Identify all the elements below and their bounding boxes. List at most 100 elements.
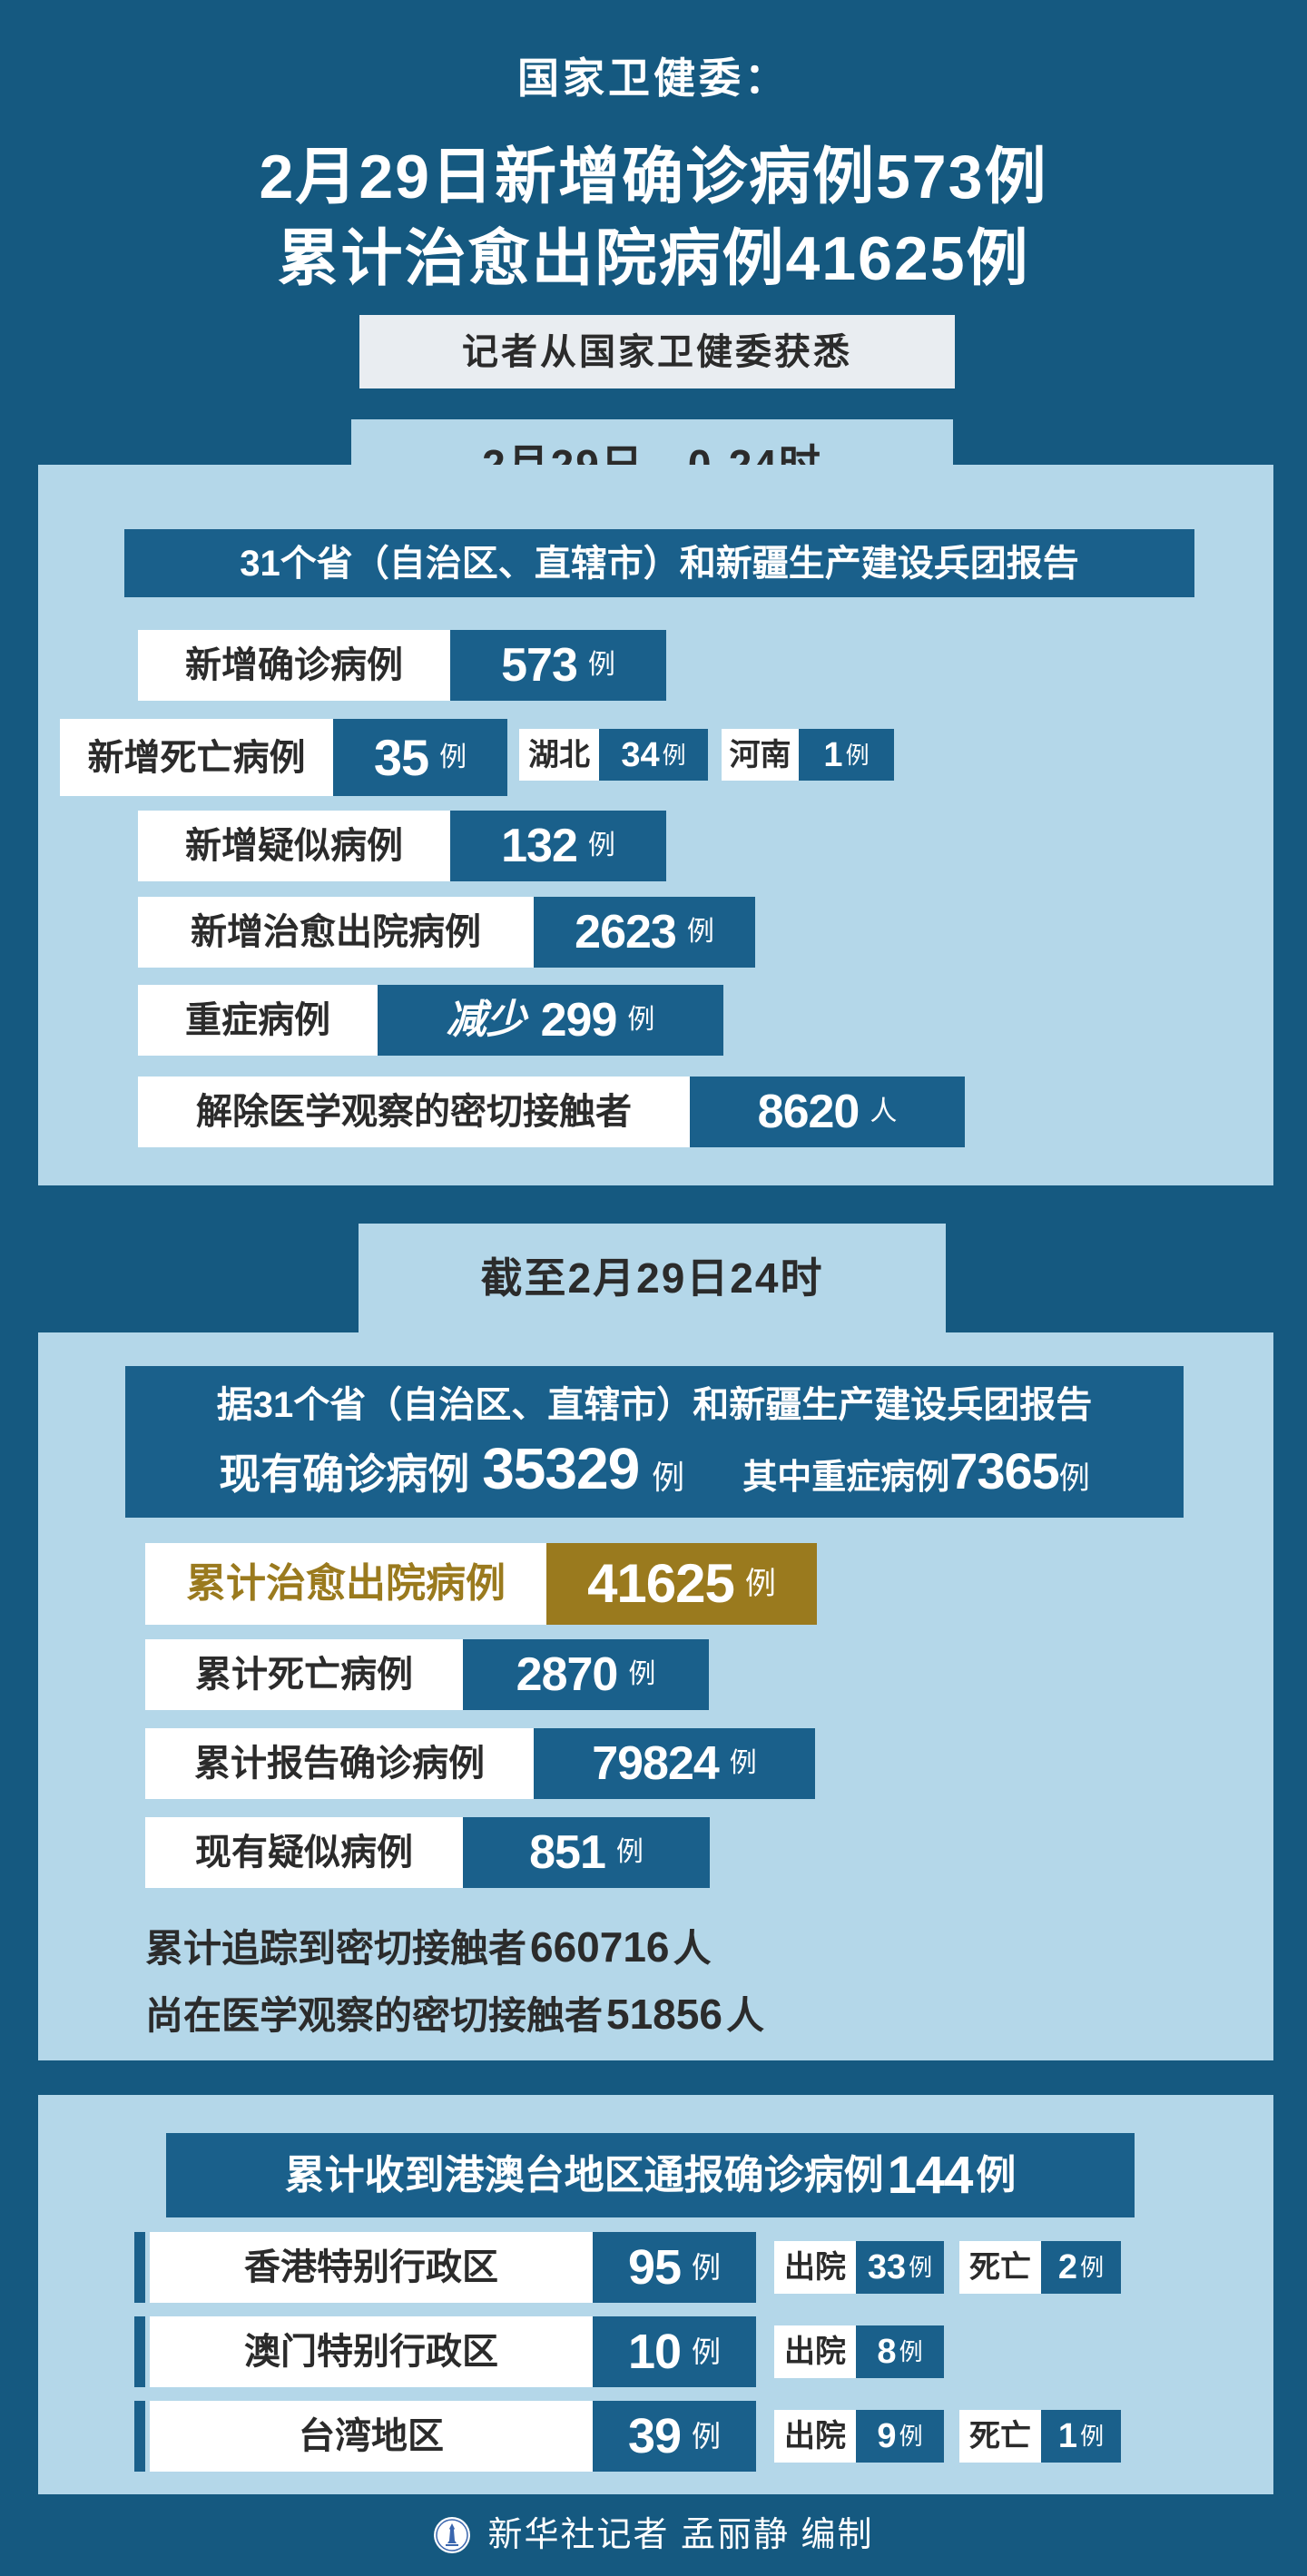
current-confirmed-unit: 例 <box>652 1458 685 1496</box>
value-unit: 例 <box>439 742 467 772</box>
cumulative-cured-value: 41625 例 <box>546 1543 817 1625</box>
note-label: 累计追踪到密切接触者 <box>145 1927 527 1970</box>
daily-row-label: 解除医学观察的密切接触者 <box>138 1077 690 1147</box>
death-detail-label: 湖北 <box>519 729 599 781</box>
value-unit: 例 <box>899 2338 923 2365</box>
daily-row-label: 新增治愈出院病例 <box>138 897 534 968</box>
region-sub-label: 出院 <box>774 2325 856 2378</box>
note-unit: 人 <box>725 1994 764 2037</box>
value-number: 1 <box>823 735 843 774</box>
severe-value: 7365 <box>949 1441 1060 1499</box>
value-number: 34 <box>621 735 660 774</box>
value-unit: 例 <box>686 917 714 947</box>
note-value: 51856 <box>606 1991 722 2038</box>
value-unit: 例 <box>628 1659 656 1689</box>
cumulative-row-value: 2870 例 <box>463 1639 709 1710</box>
region-row-label: 澳门特别行政区 <box>150 2316 593 2387</box>
cumulative-row-label: 现有疑似病例 <box>145 1817 463 1888</box>
region-row-label: 台湾地区 <box>150 2401 593 2472</box>
cumulative-row-label: 累计死亡病例 <box>145 1639 463 1710</box>
cumulative-summary-box: 据31个省（自治区、直辖市）和新疆生产建设兵团报告 现有确诊病例 35329 例… <box>125 1366 1184 1518</box>
current-confirmed-value: 35329 <box>482 1435 640 1501</box>
region-sub-label: 出院 <box>774 2410 856 2463</box>
region-sub-value: 8 例 <box>856 2325 944 2378</box>
region-sub-value: 2 例 <box>1041 2241 1121 2294</box>
value-number: 132 <box>501 820 578 872</box>
cumulative-row-value: 79824 例 <box>534 1728 815 1799</box>
daily-row-value: 8620 人 <box>690 1077 965 1147</box>
value-number: 35 <box>373 728 429 786</box>
reporter-banner: 记者从国家卫健委获悉 <box>359 315 955 388</box>
value-unit: 例 <box>587 831 615 860</box>
value-number: 2 <box>1057 2248 1078 2286</box>
note-label: 尚在医学观察的密切接触者 <box>145 1994 604 2037</box>
death-detail-value: 34 例 <box>599 729 708 781</box>
title-line-2: 累计治愈出院病例41625例 <box>277 224 1030 293</box>
contacts-traced-note: 累计追踪到密切接触者 660716 人 <box>145 1926 712 1977</box>
daily-row-value: 35 例 <box>333 719 507 796</box>
regions-header: 累计收到港澳台地区通报确诊病例 144 例 <box>166 2133 1135 2217</box>
daily-row-label: 重症病例 <box>138 985 378 1056</box>
regions-header-value: 144 <box>887 2145 974 2205</box>
value-unit: 例 <box>909 2254 933 2281</box>
source-kicker: 国家卫健委： <box>517 54 790 102</box>
value-unit: 例 <box>1080 2254 1105 2281</box>
value-unit: 例 <box>1080 2423 1105 2450</box>
value-number: 95 <box>627 2240 682 2295</box>
value-number: 851 <box>529 1826 606 1879</box>
row-accent-tick <box>134 2316 145 2387</box>
region-row-value: 10 例 <box>593 2316 756 2387</box>
cumulative-row-value: 851 例 <box>463 1817 710 1888</box>
value-number: 1 <box>1057 2417 1078 2455</box>
daily-row-value: 减少 299 例 <box>378 985 723 1056</box>
regions-header-label: 累计收到港澳台地区通报确诊病例 <box>284 2152 884 2197</box>
severe-label: 其中重症病例 <box>742 1458 950 1497</box>
footer-credit-row: 新华社记者 孟丽静 编制 <box>0 2512 1307 2558</box>
current-confirmed-label: 现有确诊病例 <box>219 1450 470 1498</box>
region-sub-label: 死亡 <box>959 2241 1041 2294</box>
death-detail-label: 河南 <box>722 729 799 781</box>
region-sub-value: 9 例 <box>856 2410 944 2463</box>
region-sub-value: 33 例 <box>856 2241 944 2294</box>
region-row-label: 香港特别行政区 <box>150 2232 593 2303</box>
daily-row-label: 新增死亡病例 <box>60 719 333 796</box>
title-line-1: 2月29日新增确诊病例573例 <box>259 143 1048 211</box>
death-detail-value: 1 例 <box>799 729 894 781</box>
value-unit: 例 <box>744 1567 776 1601</box>
region-sub-label: 出院 <box>774 2241 856 2294</box>
value-unit: 例 <box>692 2335 722 2368</box>
region-sub-label: 死亡 <box>959 2410 1041 2463</box>
value-number: 8620 <box>757 1086 860 1138</box>
daily-report-header: 31个省（自治区、直辖市）和新疆生产建设兵团报告 <box>124 529 1194 597</box>
value-unit: 人 <box>870 1096 898 1126</box>
xinhua-logo-icon <box>433 2516 471 2554</box>
value-number: 9 <box>877 2417 897 2455</box>
value-number: 10 <box>627 2325 682 2379</box>
value-number: 33 <box>867 2248 907 2286</box>
daily-row-value: 132 例 <box>450 811 666 881</box>
value-number: 41625 <box>587 1553 735 1614</box>
severe-unit: 例 <box>1058 1460 1090 1496</box>
value-unit: 例 <box>615 1837 644 1867</box>
value-unit: 例 <box>729 1748 757 1778</box>
value-number: 299 <box>540 994 618 1047</box>
regions-header-unit: 例 <box>976 2152 1017 2197</box>
cumulative-row-label: 累计报告确诊病例 <box>145 1728 534 1799</box>
contacts-under-observation-note: 尚在医学观察的密切接触者 51856 人 <box>145 1993 764 2044</box>
daily-row-label: 新增确诊病例 <box>138 630 450 701</box>
value-number: 8 <box>877 2333 897 2371</box>
daily-row-value: 573 例 <box>450 630 666 701</box>
note-value: 660716 <box>530 1923 670 1971</box>
cumulative-report-header: 据31个省（自治区、直辖市）和新疆生产建设兵团报告 <box>216 1384 1093 1425</box>
value-unit: 例 <box>587 650 615 680</box>
value-number: 2623 <box>575 906 677 959</box>
value-unit: 例 <box>627 1005 655 1035</box>
value-unit: 例 <box>899 2423 923 2450</box>
value-unit: 例 <box>692 2251 722 2284</box>
value-number: 39 <box>627 2409 682 2463</box>
value-number: 79824 <box>592 1737 720 1790</box>
value-unit: 例 <box>692 2420 722 2453</box>
value-number: 2870 <box>516 1648 619 1701</box>
cumulative-cured-label: 累计治愈出院病例 <box>145 1543 546 1625</box>
